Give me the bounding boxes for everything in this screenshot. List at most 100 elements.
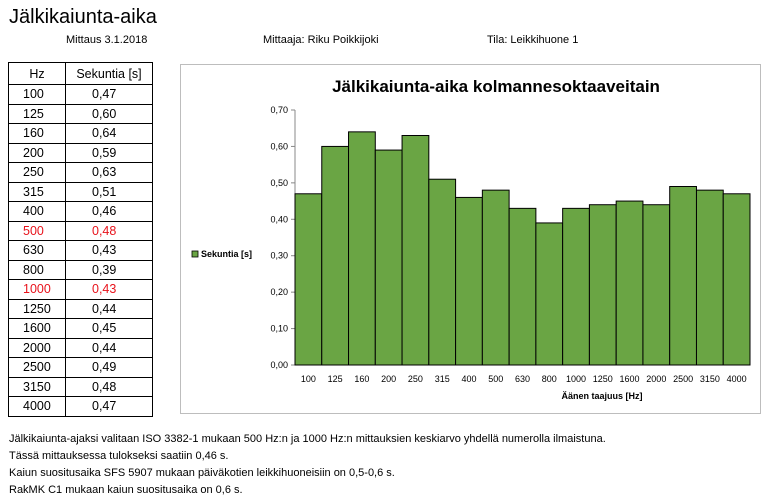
bar xyxy=(294,193,323,366)
y-tick-label: 0,10 xyxy=(270,324,288,334)
cell-seconds: 0,60 xyxy=(65,103,153,124)
cell-seconds: 0,44 xyxy=(65,337,153,358)
column-header-seconds: Sekuntia [s] xyxy=(65,62,153,85)
bar xyxy=(428,178,457,366)
table-row: 100 0,47 xyxy=(8,84,153,105)
legend: Sekuntia [s] xyxy=(191,249,252,259)
cell-seconds: 0,39 xyxy=(65,259,153,280)
table-row: 2500 0,49 xyxy=(8,357,153,378)
x-tick-label: 250 xyxy=(408,374,423,384)
note-line: Tässä mittauksessa tulokseksi saatiin 0,… xyxy=(9,450,229,462)
cell-seconds: 0,43 xyxy=(65,279,153,300)
room: Tila: Leikkihuone 1 xyxy=(487,34,579,46)
table-row: 125 0,60 xyxy=(8,103,153,124)
x-tick-label: 800 xyxy=(542,374,557,384)
cell-hz: 160 xyxy=(8,123,66,144)
table-row: 1250 0,44 xyxy=(8,298,153,319)
table-row: 1000 0,43 xyxy=(8,279,153,300)
cell-hz: 1000 xyxy=(8,279,66,300)
x-tick-label: 315 xyxy=(435,374,450,384)
bar xyxy=(695,189,724,366)
measurement-date: Mittaus 3.1.2018 xyxy=(66,34,148,46)
cell-hz: 200 xyxy=(8,142,66,163)
x-tick-label: 1600 xyxy=(620,374,640,384)
legend-swatch xyxy=(191,250,199,258)
note-line: RakMK C1 mukaan kaiun suositusaika on 0,… xyxy=(9,484,243,496)
table-row: 4000 0,47 xyxy=(8,396,153,417)
bar xyxy=(455,196,483,366)
bar xyxy=(669,186,697,366)
table-row: 2000 0,44 xyxy=(8,337,153,358)
cell-hz: 3150 xyxy=(8,376,66,397)
bar xyxy=(535,222,564,366)
x-tick-label: 100 xyxy=(301,374,316,384)
x-tick-label: 400 xyxy=(461,374,476,384)
bar xyxy=(642,204,671,366)
note-line: Kaiun suositusaika SFS 5907 mukaan päivä… xyxy=(9,467,395,479)
cell-seconds: 0,48 xyxy=(65,220,153,241)
cell-hz: 2500 xyxy=(8,357,66,378)
cell-hz: 500 xyxy=(8,220,66,241)
cell-hz: 4000 xyxy=(8,396,66,417)
reverb-chart: Jälkikaiunta-aika kolmannesoktaaveitain … xyxy=(180,64,761,414)
cell-seconds: 0,47 xyxy=(65,396,153,417)
y-tick-label: 0,30 xyxy=(270,251,288,261)
y-tick-label: 0,60 xyxy=(270,141,288,151)
bar xyxy=(722,193,751,366)
bar xyxy=(508,207,537,366)
y-tick-label: 0,70 xyxy=(270,105,288,115)
table-row: 160 0,64 xyxy=(8,123,153,144)
bar xyxy=(615,200,644,366)
cell-seconds: 0,59 xyxy=(65,142,153,163)
bar xyxy=(588,204,617,366)
cell-seconds: 0,64 xyxy=(65,123,153,144)
x-axis-label: Äänen taajuus [Hz] xyxy=(561,391,642,401)
y-tick-label: 0,50 xyxy=(270,178,288,188)
x-tick-label: 1000 xyxy=(566,374,586,384)
note-line: Jälkikaiunta-ajaksi valitaan ISO 3382-1 … xyxy=(9,433,606,445)
reverb-table: Hz Sekuntia [s] 100 0,47 125 0,60 160 0,64 200… xyxy=(8,62,153,417)
cell-seconds: 0,48 xyxy=(65,376,153,397)
x-tick-label: 200 xyxy=(381,374,396,384)
bar xyxy=(321,145,350,366)
cell-seconds: 0,45 xyxy=(65,318,153,339)
bar xyxy=(481,189,510,366)
bar xyxy=(374,149,403,366)
table-row: 200 0,59 xyxy=(8,142,153,163)
table-header-row: Hz Sekuntia [s] xyxy=(8,62,153,85)
x-tick-label: 125 xyxy=(328,374,343,384)
cell-seconds: 0,46 xyxy=(65,201,153,222)
table-row: 800 0,39 xyxy=(8,259,153,280)
y-tick-label: 0,00 xyxy=(270,360,288,370)
y-tick-label: 0,20 xyxy=(270,287,288,297)
x-tick-label: 2500 xyxy=(673,374,693,384)
notes: Jälkikaiunta-ajaksi valitaan ISO 3382-1 … xyxy=(9,431,606,499)
measurer: Mittaaja: Riku Poikkijoki xyxy=(263,34,379,46)
x-tick-label: 3150 xyxy=(700,374,720,384)
table-row: 250 0,63 xyxy=(8,162,153,183)
legend-label: Sekuntia [s] xyxy=(201,249,252,259)
x-tick-label: 1250 xyxy=(593,374,613,384)
cell-hz: 630 xyxy=(8,240,66,261)
cell-hz: 1600 xyxy=(8,318,66,339)
table-row: 315 0,51 xyxy=(8,181,153,202)
bar xyxy=(348,131,376,366)
table-row: 3150 0,48 xyxy=(8,376,153,397)
x-axis: 100 125 160 200 250 315 400 500 630 800 1000 1250 16… xyxy=(301,374,747,384)
bar xyxy=(401,135,430,366)
cell-seconds: 0,43 xyxy=(65,240,153,261)
x-tick-label: 500 xyxy=(488,374,503,384)
bar xyxy=(562,207,590,366)
cell-seconds: 0,44 xyxy=(65,298,153,319)
cell-hz: 250 xyxy=(8,162,66,183)
table-row: 1600 0,45 xyxy=(8,318,153,339)
x-tick-label: 160 xyxy=(354,374,369,384)
cell-seconds: 0,49 xyxy=(65,357,153,378)
table-row: 630 0,43 xyxy=(8,240,153,261)
chart-canvas: Jälkikaiunta-aika kolmannesoktaaveitain … xyxy=(191,77,751,401)
y-tick-label: 0,40 xyxy=(270,214,288,224)
cell-hz: 800 xyxy=(8,259,66,280)
cell-hz: 125 xyxy=(8,103,66,124)
x-tick-label: 2000 xyxy=(646,374,666,384)
cell-seconds: 0,47 xyxy=(65,84,153,105)
